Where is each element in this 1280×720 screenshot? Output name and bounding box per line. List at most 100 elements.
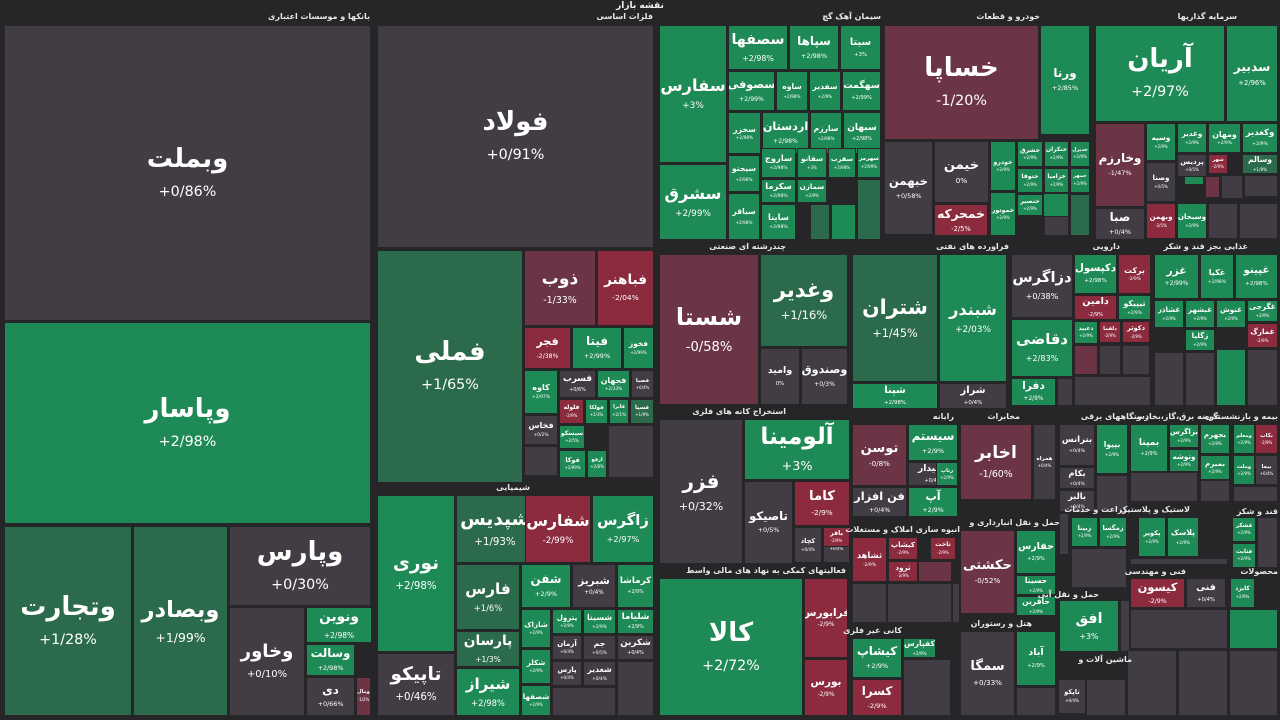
stock-tile[interactable]: تاصیکو +0/5% xyxy=(744,481,793,564)
stock-tile[interactable]: اردستان +2/98% xyxy=(762,112,809,154)
stock-tile[interactable]: سخزر +2/98% xyxy=(728,112,761,154)
stock-tile[interactable]: بالبر +0/4% xyxy=(1059,490,1095,512)
stock-tile[interactable]: خساپا -1/20% xyxy=(884,25,1039,140)
stock-tile[interactable]: خمحرکه -2/5% xyxy=(934,204,988,236)
stock-tile[interactable]: وغدیر +2/9% xyxy=(1177,123,1207,153)
stock-tile[interactable]: فخوز +2/99% xyxy=(623,327,654,369)
stock-tile[interactable]: سپاها +2/98% xyxy=(789,25,839,70)
stock-tile[interactable]: وکغدیر +2/9% xyxy=(1242,123,1278,153)
stock-tile[interactable]: وصنا +0/5% xyxy=(1146,162,1176,202)
stock-tile[interactable]: غمارگ -2/9% xyxy=(1247,323,1278,348)
stock-tile[interactable]: وتوشه +2/9% xyxy=(1169,449,1199,472)
stock-tile[interactable]: شبندر +2/03% xyxy=(939,254,1007,382)
stock-tile[interactable]: فجهان +2/33% xyxy=(597,370,630,398)
stock-tile[interactable]: سهگمت +2/99% xyxy=(842,71,881,111)
stock-tile[interactable]: بترانس +0/4% xyxy=(1059,424,1095,466)
stock-tile[interactable]: خشرق +2/9% xyxy=(1017,141,1043,167)
stock-tile[interactable]: کیشاپ -2/9% xyxy=(888,537,918,560)
stock-tile[interactable]: حکشتی -0/52% xyxy=(960,530,1015,614)
stock-tile[interactable]: فجر -2/38% xyxy=(524,327,571,369)
stock-tile[interactable]: خنصیر +2/9% xyxy=(1017,194,1043,216)
stock-tile[interactable]: ساروج +2/98% xyxy=(761,148,796,178)
stock-tile[interactable]: وبملت +0/86% xyxy=(4,25,371,321)
stock-tile[interactable]: وبصادر +1/99% xyxy=(133,526,228,716)
stock-tile[interactable]: ثرود -2/9% xyxy=(888,561,918,582)
stock-tile[interactable]: فرابورس -2/9% xyxy=(804,578,848,658)
stock-tile[interactable]: بزاگرس +2/9% xyxy=(1169,424,1199,448)
stock-tile[interactable]: پردیس +0/5% xyxy=(1177,154,1207,177)
stock-tile[interactable]: سفارس +3% xyxy=(659,25,727,163)
stock-tile[interactable]: خمهر +2/9% xyxy=(1070,168,1090,193)
stock-tile[interactable]: بجهرم +2/9% xyxy=(1200,424,1230,454)
stock-tile[interactable]: شکلر +2/9% xyxy=(521,649,551,684)
stock-tile[interactable]: پترول +2/9% xyxy=(552,609,582,634)
stock-tile[interactable]: سصوفی +2/99% xyxy=(728,71,775,111)
stock-tile[interactable]: افق +3% xyxy=(1059,600,1119,652)
stock-tile[interactable]: وخاور +0/10% xyxy=(229,607,305,716)
stock-tile[interactable]: تیپیکو +2/9% xyxy=(1118,295,1151,320)
stock-tile[interactable]: سفدیر +2/9% xyxy=(809,71,841,111)
stock-tile[interactable]: خبهمن +0/58% xyxy=(884,141,933,235)
stock-tile[interactable]: کیشاپ +2/9% xyxy=(852,638,902,678)
stock-tile[interactable]: وامید 0% xyxy=(760,348,800,405)
stock-tile[interactable]: قثابت +2/9% xyxy=(1232,543,1256,568)
stock-tile[interactable]: وبهمن -2/5% xyxy=(1146,203,1176,239)
stock-tile[interactable]: بپیوا +2/9% xyxy=(1096,424,1128,474)
stock-tile[interactable]: دزاگرس +0/38% xyxy=(1011,254,1073,318)
stock-tile[interactable]: وسپه +2/9% xyxy=(1146,123,1176,161)
stock-tile[interactable]: حسینا +2/9% xyxy=(1016,575,1056,595)
stock-tile[interactable]: اخابر -1/60% xyxy=(960,424,1032,500)
stock-tile[interactable]: پارسان +1/3% xyxy=(456,631,520,667)
stock-tile[interactable]: شستا -0/58% xyxy=(659,254,759,405)
stock-tile[interactable]: فولاد +0/91% xyxy=(377,25,654,248)
stock-tile[interactable]: ارفع +2/8% xyxy=(587,450,607,478)
stock-tile[interactable]: خیمن 0% xyxy=(934,141,989,203)
stock-tile[interactable]: سمگا +0/33% xyxy=(960,631,1015,716)
stock-tile[interactable]: وسالم +1/9% xyxy=(1242,154,1278,174)
stock-tile[interactable]: توسن -0/8% xyxy=(852,424,907,486)
stock-tile[interactable]: جم +0/5% xyxy=(583,635,616,660)
stock-tile[interactable]: پکویر +2/9% xyxy=(1138,517,1166,557)
stock-tile[interactable]: بمیرم +2/9% xyxy=(1200,455,1230,480)
stock-tile[interactable]: بورس -2/9% xyxy=(804,659,848,716)
stock-tile[interactable]: تاپیکو +0/46% xyxy=(377,653,455,716)
stock-tile[interactable]: غپینو +2/98% xyxy=(1235,254,1278,299)
stock-tile[interactable]: وپارس +0/30% xyxy=(229,526,371,606)
stock-tile[interactable]: شراز +0/4% xyxy=(939,383,1007,409)
stock-tile[interactable]: ثاخت -2/9% xyxy=(930,537,956,560)
stock-tile[interactable]: خزامیا +2/9% xyxy=(1044,168,1069,193)
stock-tile[interactable]: فن افزار +0/4% xyxy=(852,487,907,517)
stock-tile[interactable]: سدبیر +2/96% xyxy=(1226,25,1278,122)
stock-tile[interactable]: سیتا +3% xyxy=(840,25,881,70)
stock-tile[interactable]: کرماشا +2/9% xyxy=(617,564,654,608)
stock-tile[interactable]: بیما +0/4% xyxy=(1255,455,1278,485)
stock-tile[interactable]: غگرجی +2/9% xyxy=(1247,300,1278,322)
stock-tile[interactable]: شسینا +2/9% xyxy=(583,609,616,634)
stock-tile[interactable]: حآفرین +2/9% xyxy=(1016,596,1056,616)
stock-tile[interactable]: شاراک +2/9% xyxy=(521,609,551,648)
stock-tile[interactable]: زبینا +2/9% xyxy=(1071,517,1098,547)
stock-tile[interactable]: شبریز +0/4% xyxy=(572,564,616,608)
stock-tile[interactable]: کفپارس +2/9% xyxy=(903,638,936,658)
stock-tile[interactable]: شفن +2/9% xyxy=(521,564,571,608)
stock-tile[interactable]: آلومینا +3% xyxy=(744,419,850,480)
stock-tile[interactable]: خدیزل +2/9% xyxy=(1070,141,1090,167)
stock-tile[interactable]: وتجارت +1/28% xyxy=(4,526,132,716)
stock-tile[interactable]: کالا +2/72% xyxy=(659,578,803,716)
stock-tile[interactable]: وغدیر +1/16% xyxy=(760,254,848,347)
stock-tile[interactable]: صبا +0/4% xyxy=(1095,208,1145,240)
stock-tile[interactable]: زگلپا +2/9% xyxy=(1185,329,1215,351)
stock-tile[interactable]: همراه +0/4% xyxy=(1033,424,1056,500)
stock-tile[interactable]: شصفها +2/9% xyxy=(521,685,551,716)
stock-tile[interactable]: آریان +2/97% xyxy=(1095,25,1225,122)
stock-tile[interactable]: فیتا +2/99% xyxy=(572,327,622,369)
stock-tile[interactable]: دلقما -2/9% xyxy=(1099,321,1121,343)
stock-tile[interactable]: آباد +2/9% xyxy=(1016,631,1056,686)
stock-tile[interactable]: فباهنر -2/04% xyxy=(597,250,654,326)
stock-tile[interactable]: سفرب +2/98% xyxy=(828,148,856,178)
stock-tile[interactable]: وسبحان +2/9% xyxy=(1177,203,1207,239)
stock-tile[interactable]: فخاس +0/2% xyxy=(524,415,558,445)
stock-tile[interactable]: سیسکو +2/5% xyxy=(559,425,585,449)
stock-tile[interactable]: بکام +0/4% xyxy=(1059,467,1095,489)
stock-tile[interactable]: فارس +1/6% xyxy=(456,564,520,630)
